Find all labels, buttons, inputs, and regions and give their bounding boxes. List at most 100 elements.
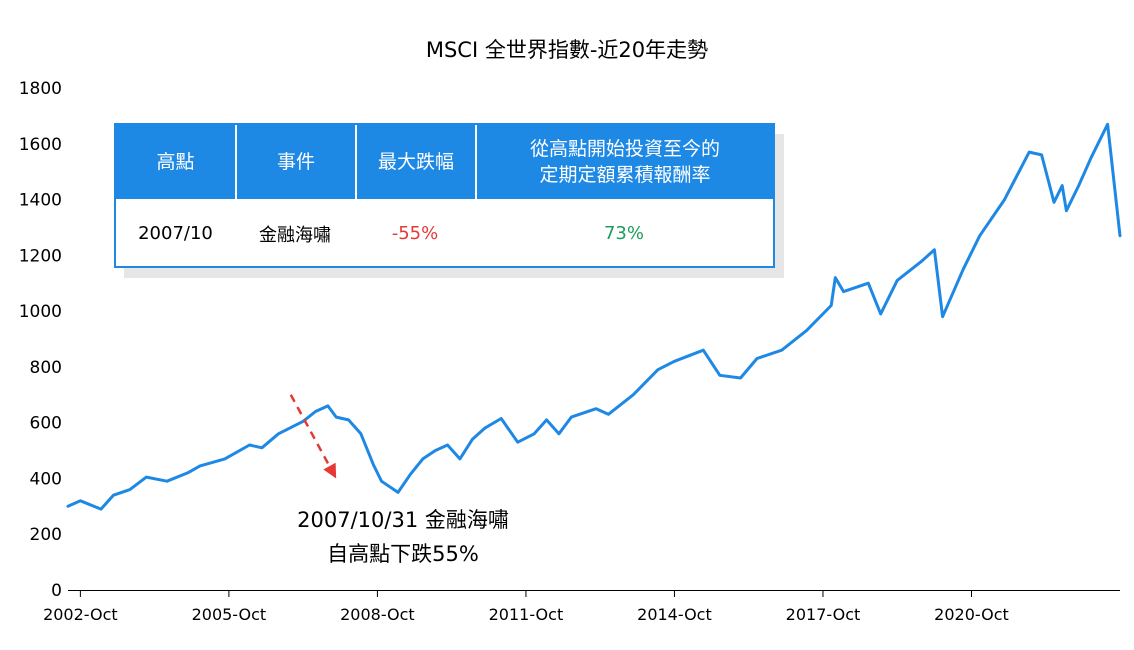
x-tick-label: 2008-Oct (340, 605, 415, 624)
header-max-drawdown: 最大跌幅 (355, 125, 475, 199)
data-point (941, 315, 944, 318)
data-point (483, 427, 486, 430)
annotation-line-1: 2007/10/31 金融海嘯 (297, 508, 509, 532)
data-point (631, 393, 635, 396)
data-point (1061, 184, 1064, 187)
data-point (499, 417, 503, 420)
data-point (962, 268, 965, 271)
cell-max-drawdown: -55% (391, 223, 439, 244)
data-point (718, 374, 722, 377)
data-point (326, 404, 330, 408)
header-return-line-1: 從高點開始投資至今的 (529, 138, 720, 160)
data-point (1106, 123, 1109, 126)
data-point (920, 259, 924, 263)
data-point (879, 312, 882, 316)
data-point (933, 248, 936, 251)
data-point (780, 348, 783, 352)
data-point (165, 480, 169, 483)
data-point (1028, 150, 1031, 154)
data-point (79, 499, 82, 502)
data-point (607, 413, 610, 416)
data-point (359, 432, 363, 436)
data-point (186, 471, 189, 475)
data-point (260, 446, 264, 449)
y-tick-label: 400 (30, 469, 62, 489)
table-row: 2007/10 金融海嘯 -55% 73% (116, 199, 773, 268)
data-point (314, 410, 317, 413)
data-point (673, 360, 676, 363)
data-point (1089, 156, 1093, 159)
data-point (557, 432, 561, 436)
data-point (896, 279, 899, 282)
data-point (532, 432, 536, 436)
data-point (409, 473, 412, 476)
annotation-arrow-line (289, 394, 331, 467)
x-tick-label: 2017-Oct (786, 605, 861, 624)
data-point (446, 443, 449, 447)
data-point (1118, 234, 1122, 238)
x-tick-label: 2020-Oct (934, 605, 1009, 624)
data-point (702, 348, 705, 352)
y-tick-label: 600 (30, 414, 62, 434)
data-point (471, 438, 474, 441)
cell-event: 金融海嘯 (259, 224, 331, 246)
x-tick-label: 2011-Oct (489, 605, 564, 624)
x-tick-label: 2005-Oct (192, 605, 267, 624)
data-point (1040, 153, 1043, 157)
annotation-line-2: 自高點下跌55% (327, 542, 479, 566)
data-point (830, 304, 833, 307)
data-point (516, 440, 519, 444)
data-point (66, 505, 70, 508)
data-point (570, 415, 573, 419)
data-point (755, 357, 759, 360)
data-point (277, 432, 280, 436)
data-point (1003, 198, 1006, 201)
x-tick-label: 2002-Oct (43, 605, 118, 624)
x-tick-label: 2014-Oct (637, 605, 712, 624)
data-point (380, 480, 383, 483)
chart-title: MSCI 全世界指數-近20年走勢 (425, 38, 709, 62)
data-point (433, 449, 437, 452)
data-point (1077, 184, 1080, 187)
y-tick-label: 800 (30, 358, 62, 378)
data-point (334, 415, 338, 419)
data-point (223, 457, 226, 461)
y-tick-label: 1800 (19, 79, 62, 99)
data-point (1065, 209, 1068, 212)
table-header: 高點 事件 最大跌幅 從高點開始投資至今的 定期定額累積報酬率 (116, 125, 773, 199)
data-point (458, 457, 462, 461)
y-tick-label: 0 (51, 581, 62, 601)
data-point (867, 282, 870, 285)
annotation-arrow-head (323, 462, 337, 479)
summary-table: 高點 事件 最大跌幅 從高點開始投資至今的 定期定額累積報酬率 2007/10 … (114, 123, 775, 268)
data-point (805, 329, 808, 332)
data-point (842, 290, 845, 293)
data-point (198, 464, 202, 468)
data-point (112, 493, 115, 497)
y-tick-label: 200 (30, 525, 62, 545)
data-point (421, 457, 424, 461)
data-point (372, 463, 375, 466)
y-tick-label: 1400 (19, 191, 62, 211)
data-point (99, 507, 103, 511)
data-point (396, 491, 400, 494)
header-return: 從高點開始投資至今的 定期定額累積報酬率 (475, 125, 773, 199)
annotation-background (264, 498, 542, 570)
y-tick-label: 1000 (19, 302, 62, 322)
y-tick-label: 1600 (19, 135, 62, 155)
header-event: 事件 (235, 125, 355, 199)
data-point (128, 488, 132, 491)
data-point (545, 418, 548, 422)
data-point (347, 418, 350, 422)
data-point (594, 407, 598, 410)
data-point (248, 443, 251, 447)
data-point (978, 234, 981, 238)
header-return-line-2: 定期定額累積報酬率 (539, 164, 711, 186)
y-tick-label: 1200 (19, 246, 62, 266)
cell-peak: 2007/10 (138, 223, 213, 244)
cell-return: 73% (603, 223, 644, 244)
data-point (739, 376, 742, 380)
data-point (656, 368, 660, 371)
data-point (834, 276, 837, 279)
